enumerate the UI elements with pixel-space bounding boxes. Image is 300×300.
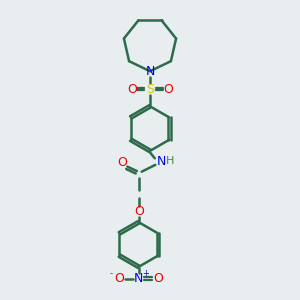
Text: O: O — [118, 156, 128, 169]
Text: N: N — [134, 272, 143, 285]
Text: O: O — [127, 82, 137, 96]
Text: N: N — [157, 155, 166, 168]
Text: O: O — [114, 272, 124, 285]
Text: H: H — [165, 156, 174, 166]
Text: S: S — [146, 82, 154, 96]
Text: O: O — [153, 272, 163, 285]
Text: N: N — [145, 65, 155, 78]
Text: +: + — [142, 269, 149, 278]
Text: O: O — [163, 82, 173, 96]
Text: -: - — [110, 269, 113, 278]
Text: O: O — [134, 205, 144, 218]
